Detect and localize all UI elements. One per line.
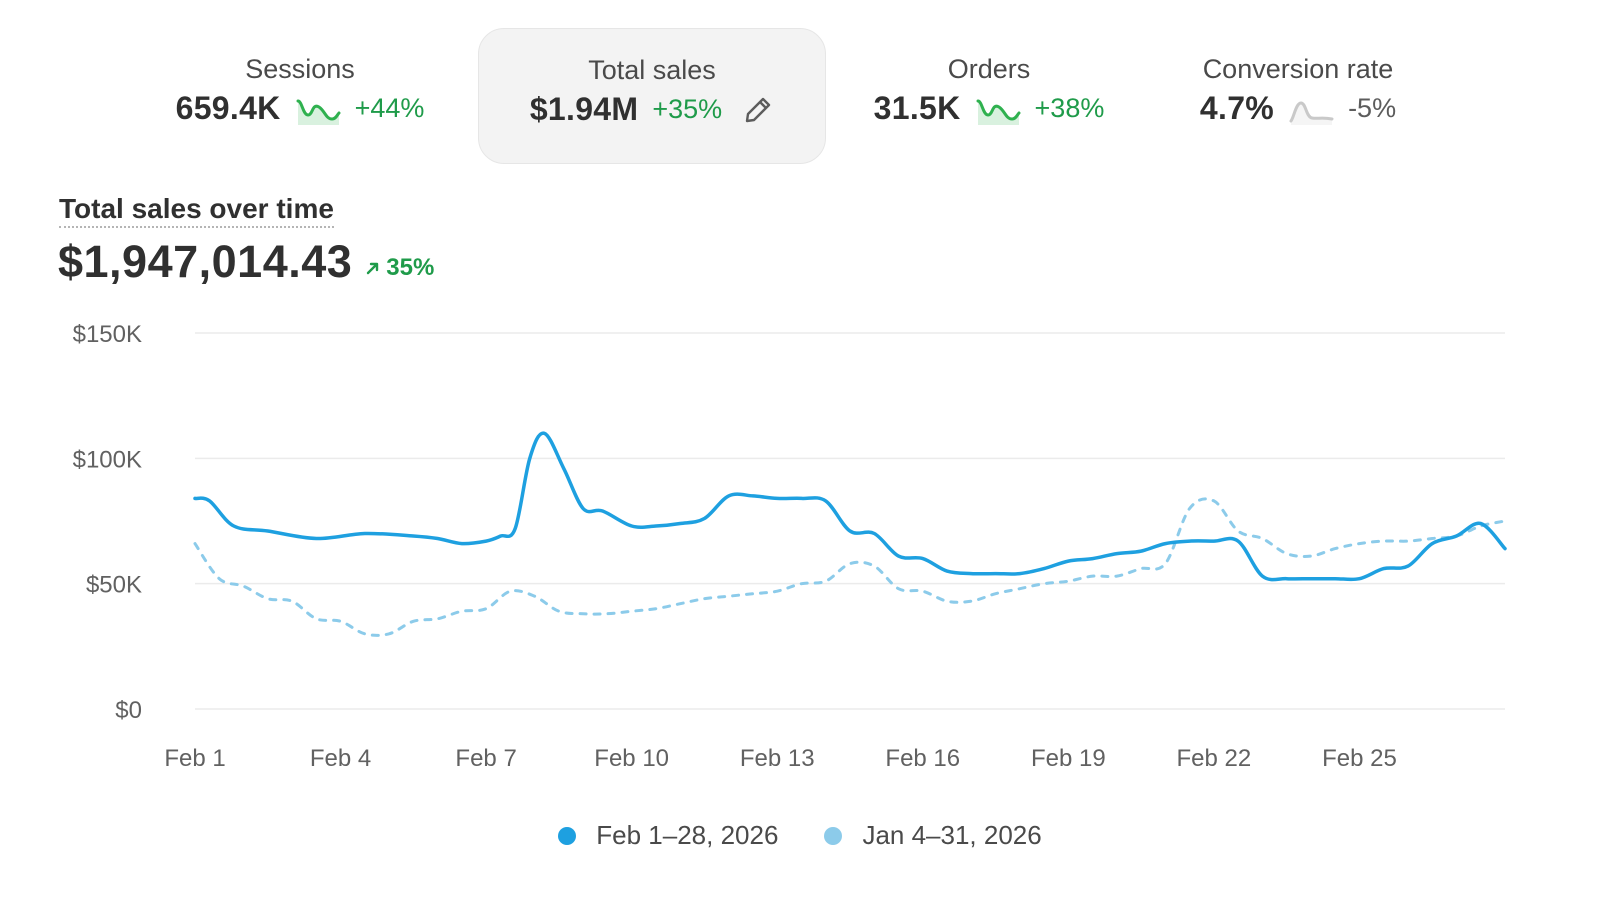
series-line-comparison[interactable]: [193, 497, 1507, 637]
sales-line-chart[interactable]: $0 $50K $100K $150K Feb 1 Feb 4 Feb 7 Feb 10 Feb…: [0, 300, 1600, 790]
arrow-up-right-icon: [367, 262, 379, 275]
metric-change: +38%: [1034, 93, 1105, 123]
sparkline-icon: [1289, 100, 1334, 125]
legend-item-comparison[interactable]: Jan 4–31, 2026: [824, 820, 1042, 851]
metric-value: 4.7%: [1199, 90, 1275, 126]
x-tick-label: Feb 4: [310, 745, 371, 772]
metric-label: Total sales: [588, 55, 716, 85]
total-change: 35%: [364, 254, 434, 282]
legend-item-current[interactable]: Feb 1–28, 2026: [558, 820, 778, 851]
legend-swatch-current: [558, 826, 577, 845]
legend-swatch-comparison: [824, 826, 843, 845]
total-row: $1,947,014.43 35%: [58, 236, 434, 288]
metric-value: 659.4K: [175, 90, 281, 126]
y-tick-label: $100K: [73, 446, 142, 473]
sparkline-icon: [296, 99, 341, 125]
x-tick-label: Feb 25: [1322, 745, 1397, 772]
metric-change: +35%: [652, 94, 723, 124]
y-tick-label: $50K: [86, 572, 142, 599]
x-tick-label: Feb 22: [1177, 745, 1252, 772]
chart-legend: Feb 1–28, 2026 Jan 4–31, 2026: [0, 820, 1600, 851]
x-tick-label: Feb 1: [164, 745, 225, 772]
metrics-row: Sessions 659.4K +44% Total sales $1.94M …: [0, 0, 1600, 175]
series-line-current[interactable]: [193, 431, 1507, 582]
metric-label: Conversion rate: [1202, 54, 1394, 84]
metric-change: -5%: [1348, 93, 1397, 123]
total-value: $1,947,014.43: [58, 236, 353, 287]
x-tick-label: Feb 16: [885, 745, 960, 772]
chart-title[interactable]: Total sales over time: [59, 193, 334, 228]
metric-label: Sessions: [245, 54, 355, 84]
y-tick-label: $0: [115, 697, 142, 724]
metric-label: Orders: [947, 54, 1031, 84]
legend-label: Jan 4–31, 2026: [862, 820, 1042, 850]
metric-card-sessions[interactable]: Sessions 659.4K +44%: [130, 28, 470, 164]
sparkline-icon: [976, 99, 1021, 125]
total-change-value: 35%: [386, 254, 435, 281]
pencil-icon[interactable]: [742, 94, 774, 126]
x-tick-label: Feb 7: [455, 745, 516, 772]
x-tick-label: Feb 19: [1031, 745, 1106, 772]
y-tick-label: $150K: [73, 321, 142, 348]
metric-change: +44%: [354, 93, 425, 123]
x-tick-label: Feb 13: [740, 745, 815, 772]
legend-label: Feb 1–28, 2026: [596, 820, 779, 850]
metric-value: $1.94M: [529, 91, 639, 127]
x-tick-label: Feb 10: [594, 745, 669, 772]
metric-card-orders[interactable]: Orders 31.5K +38%: [830, 28, 1148, 164]
metric-value: 31.5K: [873, 90, 961, 126]
metric-card-conversion-rate[interactable]: Conversion rate 4.7% -5%: [1150, 28, 1446, 164]
metric-card-total-sales[interactable]: Total sales $1.94M +35%: [478, 28, 826, 164]
